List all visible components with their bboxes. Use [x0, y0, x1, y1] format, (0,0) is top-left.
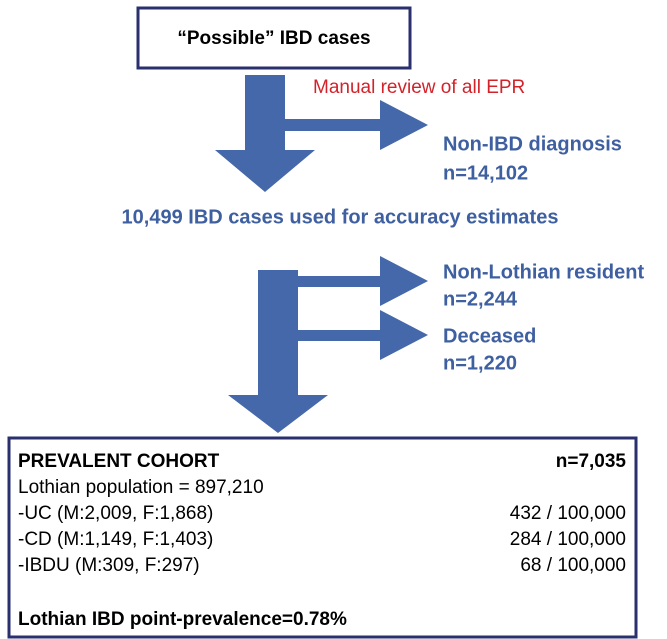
cohort-footer: Lothian IBD point-prevalence=0.78%	[18, 609, 347, 630]
cohort-count: n=7,035	[556, 451, 627, 472]
row-label: -IBDU (M:309, F:297)	[18, 555, 200, 576]
start-box	[136, 6, 412, 70]
cohort-population: Lothian population = 897,210	[18, 477, 264, 498]
cohort-box	[7, 436, 638, 639]
exclusion-label: Non-Lothian resident	[443, 261, 644, 283]
row-rate: 432 / 100,000	[510, 503, 626, 524]
row-rate: 68 / 100,000	[520, 555, 626, 576]
review-note: Manual review of all EPR	[313, 77, 525, 98]
exclusion-count: n=14,102	[443, 162, 528, 184]
arrow-1	[215, 75, 428, 192]
cohort-title: PREVALENT COHORT	[18, 451, 220, 472]
intermediate: 10,499 IBD cases used for accuracy estim…	[122, 206, 559, 228]
row-label: -CD (M:1,149, F:1,403)	[18, 529, 213, 550]
arrow-2	[228, 256, 428, 433]
exclusion-label: Non-IBD diagnosis	[443, 133, 622, 155]
row-rate: 284 / 100,000	[510, 529, 626, 550]
row-label: -UC (M:2,009, F:1,868)	[18, 503, 213, 524]
start-label: “Possible” IBD cases	[177, 28, 370, 49]
exclusion-label: Deceased	[443, 325, 536, 347]
exclusion-count: n=2,244	[443, 288, 518, 310]
cohort-rows: -UC (M:2,009, F:1,868) 432 / 100,000 -CD (…	[18, 503, 626, 576]
exclusion-count: n=1,220	[443, 352, 517, 374]
